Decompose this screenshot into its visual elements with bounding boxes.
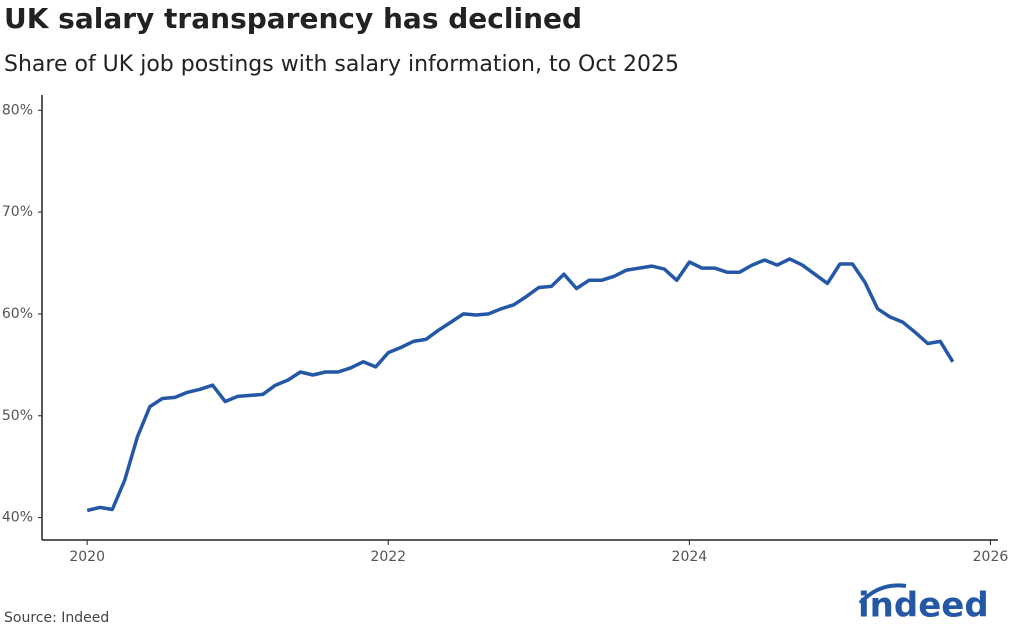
logo: indeed [858,586,989,626]
x-tick-label: 2026 [973,549,1009,565]
logo-swoosh [858,583,907,605]
chart-title: UK salary transparency has declined [4,2,582,35]
x-tick-label: 2020 [69,549,105,565]
y-tick-label: 80% [2,102,33,118]
chart-subtitle: Share of UK job postings with salary inf… [4,52,679,77]
y-tick-label: 50% [2,408,33,424]
y-tick-label: 60% [2,306,33,322]
source: Source: Indeed [4,610,109,626]
line-series [86,257,955,513]
y-tick-label: 70% [2,204,33,220]
x-tick-label: 2022 [370,549,406,565]
y-tick-label: 40% [2,510,33,526]
x-tick-label: 2024 [672,549,708,565]
